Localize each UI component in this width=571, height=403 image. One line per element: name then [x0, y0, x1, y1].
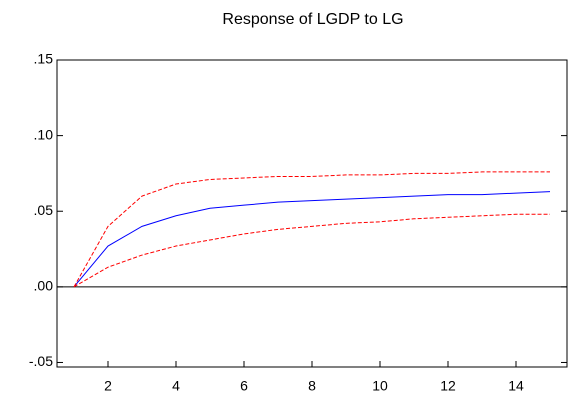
x-tick-label: 4: [172, 378, 180, 394]
x-tick-label: 14: [508, 378, 524, 394]
chart-title: Response of LGDP to LG: [222, 11, 403, 28]
series-line: [73, 213, 550, 288]
x-tick-label: 6: [240, 378, 248, 394]
plot-frame: [56, 59, 568, 368]
y-tick-label: .05: [34, 202, 54, 218]
x-tick-label: 12: [440, 378, 456, 394]
x-tick-label: 10: [372, 378, 388, 394]
y-tick-label: .10: [34, 126, 54, 142]
y-tick-label: -.05: [29, 353, 53, 369]
series-line: [73, 191, 551, 288]
series-line: [73, 171, 550, 288]
x-tick-label: 8: [308, 378, 316, 394]
x-tick-label: 2: [104, 378, 112, 394]
y-tick-label: .00: [34, 278, 54, 294]
y-tick-label: .15: [34, 51, 54, 67]
